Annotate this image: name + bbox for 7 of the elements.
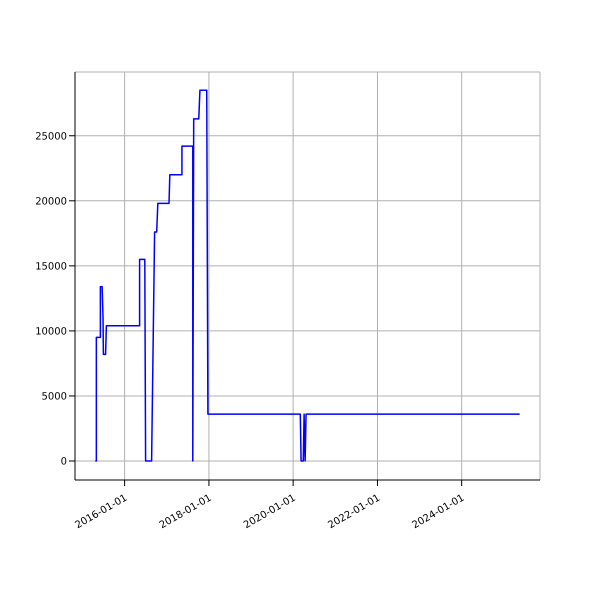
y-tick-label: 5000 <box>42 392 67 403</box>
y-tick-label: 20000 <box>35 196 67 208</box>
y-tick-label: 10000 <box>35 326 67 338</box>
line-series <box>94 89 520 462</box>
y-tick-label: 15000 <box>35 261 67 272</box>
y-tick-label: 0 <box>60 456 67 468</box>
y-tick-label: 25000 <box>35 131 67 142</box>
